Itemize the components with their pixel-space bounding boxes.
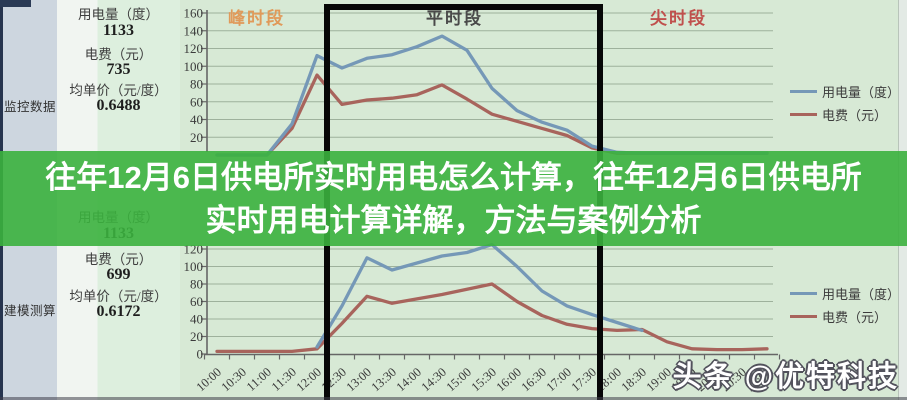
legend-line-swatch (790, 113, 817, 116)
y-tick-label: 40 (190, 312, 203, 327)
legend-item: 电费（元） (790, 103, 907, 126)
stat-value: 699 (106, 266, 131, 283)
y-tick-label: 60 (190, 94, 203, 109)
cost-line (215, 282, 769, 354)
y-tick-label: 120 (184, 41, 204, 56)
panel-name-label: 监控数据 (3, 100, 56, 114)
x-tick-label: 15:30 (468, 365, 499, 394)
legend-item: 用电量（度） (790, 282, 907, 305)
legend-label: 电费（元） (822, 310, 888, 325)
period-label-1: 峰时段 (228, 9, 285, 28)
period-label-3: 尖时段 (650, 9, 707, 28)
article-title-line2: 实时用电计算详解，方法与案例分析 (205, 203, 702, 238)
legend-bottom-chart: 用电量（度） 电费（元） (790, 282, 907, 328)
highlight-rect-top-border (324, 4, 603, 10)
stat-value: 0.6488 (96, 97, 141, 114)
y-tick-label: 100 (184, 259, 204, 274)
x-tick-label: 16:30 (518, 365, 549, 394)
legend-line-swatch (790, 292, 817, 295)
legend-line-swatch (790, 315, 817, 318)
article-title-line1: 往年12月6日供电所实时用电怎么计算，往年12月6日供电所 (45, 160, 862, 195)
x-tick-label: 11:00 (244, 365, 274, 394)
x-tick-label: 10:00 (193, 365, 224, 394)
x-tick-label: 14:30 (418, 365, 449, 394)
y-tick-label: 80 (190, 77, 203, 92)
stat-label: 电费（元） (84, 252, 153, 267)
y-tick-label: 0 (197, 347, 204, 362)
legend-item: 电费（元） (790, 305, 907, 328)
y-tick-label: 80 (190, 277, 203, 292)
legend-top-chart: 用电量（度） 电费（元） (790, 80, 907, 126)
period-label-2: 平时段 (426, 9, 483, 28)
y-tick-label: 60 (190, 294, 203, 309)
title-overlay-band (0, 151, 907, 246)
stat-label: 用电量（度） (78, 7, 159, 22)
stat-label: 均单价（元/度） (69, 289, 168, 304)
x-tick-label: 11:30 (269, 365, 299, 394)
legend-label: 电费（元） (822, 108, 888, 123)
x-tick-label: 10:30 (218, 365, 249, 394)
bottom-edge-line (0, 397, 907, 400)
x-tick-label: 12:00 (293, 365, 324, 394)
y-tick-label: 160 (184, 6, 204, 21)
stat-label: 均单价（元/度） (69, 83, 168, 98)
stat-label: 电费（元） (84, 47, 153, 62)
sidebar-header-block (0, 0, 31, 7)
x-tick-label: 17:00 (543, 365, 574, 394)
x-tick-label: 14:00 (393, 365, 424, 394)
x-tick-label: 17:30 (568, 365, 599, 394)
panel-name-label: 建模测算 (3, 304, 56, 318)
x-tick-label: 18:30 (618, 365, 649, 394)
y-tick-label: 140 (184, 23, 204, 38)
x-tick-label: 13:30 (368, 365, 399, 394)
usage-line (315, 242, 644, 349)
y-tick-label: 20 (190, 130, 203, 145)
legend-line-swatch (790, 90, 817, 93)
stat-value: 0.6172 (96, 303, 141, 320)
legend-item: 用电量（度） (790, 80, 907, 103)
x-tick-label: 13:00 (343, 365, 374, 394)
stat-value: 735 (106, 61, 131, 78)
y-tick-label: 100 (184, 59, 204, 74)
watermark: 头条 @优特科技 (672, 361, 899, 393)
y-tick-label: 20 (190, 329, 203, 344)
legend-label: 用电量（度） (822, 287, 901, 302)
x-tick-label: 16:00 (493, 365, 524, 394)
charts-canvas: 1601401201008060402012010080604020010:00… (184, 6, 781, 394)
y-tick-label: 40 (190, 112, 203, 127)
x-tick-label: 15:00 (443, 365, 474, 394)
stat-value: 1133 (102, 22, 135, 39)
x-tick-label: 19:00 (643, 365, 674, 394)
legend-label: 用电量（度） (822, 85, 901, 100)
